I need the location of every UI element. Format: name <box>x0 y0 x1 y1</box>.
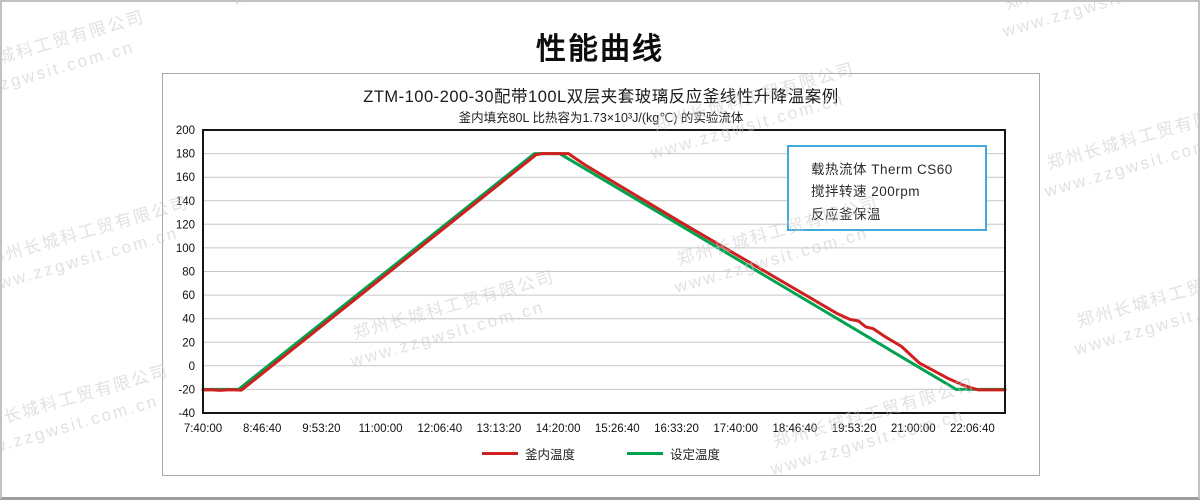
y-tick-label: 180 <box>176 149 195 161</box>
annotation-line-fluid: 载热流体 Therm CS60 <box>811 162 953 177</box>
chart-container: -40 -20 0 20 40 60 80 100 120 140 160 180 200 7:40:00… <box>162 73 1040 476</box>
x-tick-label: 14:20:00 <box>536 423 581 435</box>
legend-label-set-temp: 设定温度 <box>670 448 721 462</box>
annotation-line-stir-speed: 搅拌转速 200rpm <box>811 184 921 200</box>
y-tick-label: 80 <box>182 267 195 279</box>
y-tick-label: -20 <box>178 384 195 396</box>
y-tick-label: 100 <box>176 243 195 255</box>
y-tick-label: 0 <box>189 361 195 373</box>
y-tick-label: 140 <box>176 196 195 208</box>
y-tick-label: -40 <box>178 408 195 420</box>
annotation-line-insulation: 反应釜保温 <box>811 206 881 222</box>
x-tick-label: 8:46:40 <box>243 423 281 435</box>
x-tick-label: 19:53:20 <box>832 423 877 435</box>
legend-line-red-icon <box>481 452 518 455</box>
x-tick-label: 12:06:40 <box>417 423 462 435</box>
y-tick-label: 160 <box>176 172 195 184</box>
page-title: 性能曲线 <box>536 33 664 66</box>
legend-item-kettle-temp: 釜内温度 <box>481 444 575 463</box>
x-tick-label: 22:06:40 <box>950 423 995 435</box>
y-tick-label: 200 <box>176 125 195 137</box>
y-tick-label: 40 <box>182 314 195 326</box>
x-tick-label: 16:33:20 <box>654 423 699 435</box>
y-tick-label: 20 <box>182 337 195 349</box>
x-tick-label: 13:13:20 <box>477 423 522 435</box>
series-line-kettle-temp <box>201 152 1007 392</box>
legend-item-set-temp: 设定温度 <box>627 444 720 463</box>
x-tick-label: 21:00:00 <box>891 423 936 435</box>
x-tick-label: 7:40:00 <box>184 423 222 435</box>
x-tick-label: 15:26:40 <box>595 423 640 435</box>
x-tick-label: 11:00:00 <box>359 423 403 435</box>
y-tick-label: 60 <box>182 290 195 302</box>
legend-line-green-icon <box>627 452 663 455</box>
x-tick-label: 9:53:20 <box>302 423 340 435</box>
temperature-chart: -40 -20 0 20 40 60 80 100 120 140 160 180 200 7:40:00… <box>176 125 1007 435</box>
x-tick-label: 18:46:40 <box>773 423 818 435</box>
legend-label-kettle-temp: 釜内温度 <box>524 448 575 462</box>
plot-border <box>202 129 1006 414</box>
chart-title: ZTM-100-200-30配带100L双层夹套玻璃反应釜线性升降温案例 <box>363 88 839 106</box>
legend: 釜内温度 设定温度 <box>163 444 1039 463</box>
y-tick-label: 120 <box>176 219 195 231</box>
x-tick-label: 17:40:00 <box>713 423 758 435</box>
chart-subtitle: 釜内填充80L 比热容为1.73×10³J/(kg℃) 的实验流体 <box>458 111 744 125</box>
annotation-box: 载热流体 Therm CS60 搅拌转速 200rpm 反应釜保温 <box>787 145 987 231</box>
